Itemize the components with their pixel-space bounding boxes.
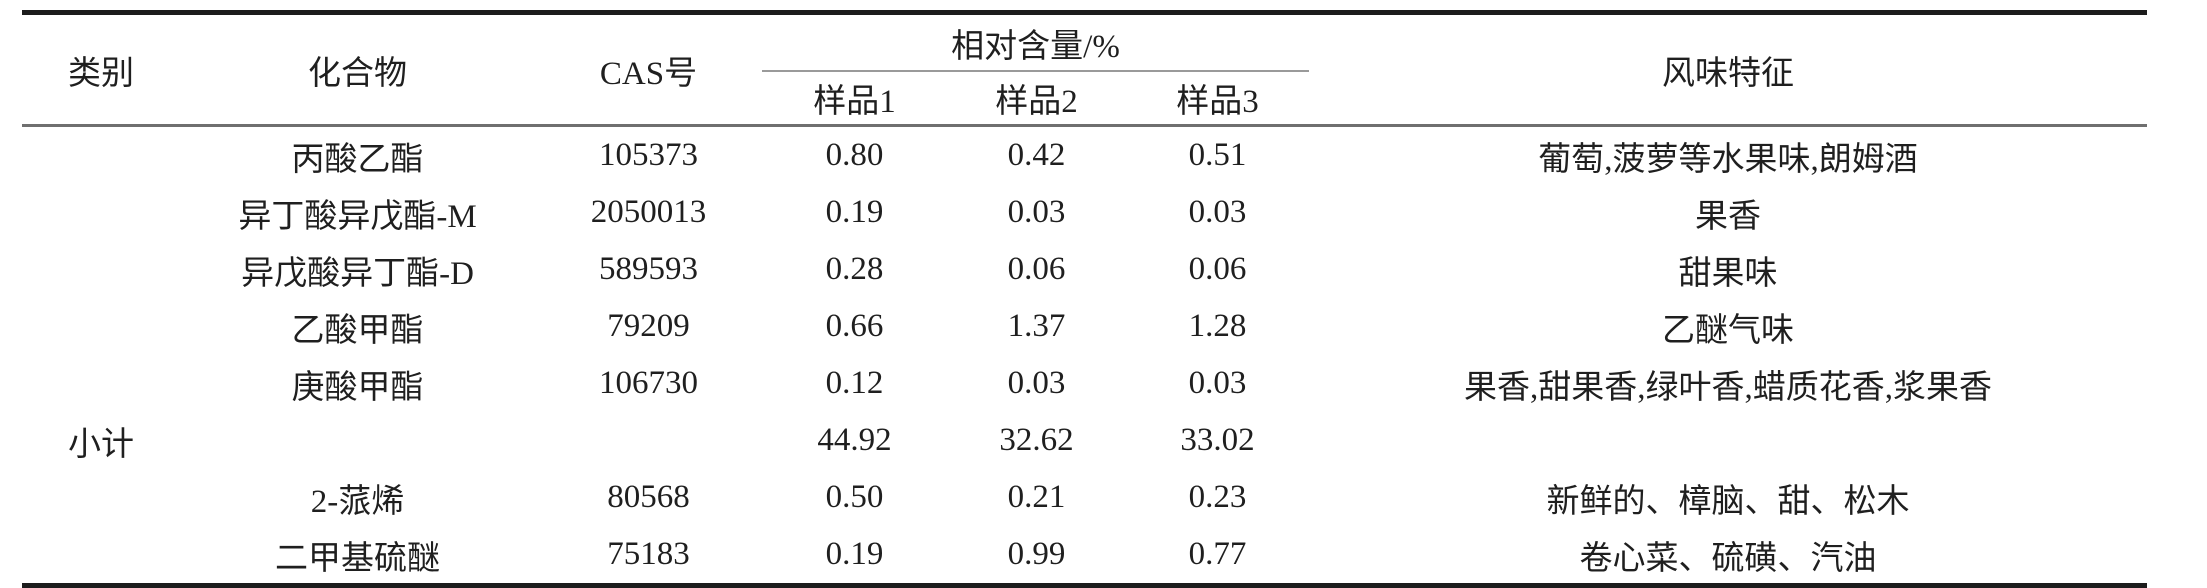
cell-sample-2: 32.62 — [999, 422, 1074, 458]
table-row: 异戊酸异丁酯-D 589593 0.28 0.06 0.06 甜果味 — [22, 241, 2147, 298]
cell-category — [22, 298, 180, 355]
cell-cas: 2050013 — [590, 194, 707, 230]
cell-sample-3: 0.03 — [1188, 365, 1247, 401]
cell-compound: 二甲基硫醚 — [275, 540, 440, 577]
header-category: 类别 — [22, 12, 180, 127]
cell-sample-2: 1.37 — [1007, 308, 1066, 344]
cell-compound: 乙酸甲酯 — [291, 312, 424, 349]
cell-cas: 75183 — [607, 536, 690, 572]
cell-sample-2: 0.99 — [1007, 536, 1066, 572]
cell-sample-1: 0.50 — [825, 479, 884, 515]
cell-flavor — [1309, 412, 2147, 469]
cell-sample-3: 0.03 — [1188, 194, 1247, 230]
compound-table: 类别 化合物 CAS号 相对含量/% 风味特征 样品1 样品2 样品3 丙酸乙酯… — [22, 10, 2148, 588]
header-sample-1: 样品1 — [762, 71, 947, 127]
cell-category — [22, 126, 180, 185]
cell-sample-2: 0.03 — [1007, 194, 1066, 230]
cell-compound: 异丁酸异戊酯-M — [238, 198, 477, 235]
cell-sample-3: 33.02 — [1180, 422, 1255, 458]
cell-sample-2: 0.42 — [1007, 137, 1066, 173]
cell-cas: 79209 — [607, 308, 690, 344]
cell-category — [22, 184, 180, 241]
cell-sample-3: 0.06 — [1188, 251, 1247, 287]
cell-compound: 庚酸甲酯 — [291, 369, 424, 406]
cell-flavor: 果香,甜果香,绿叶香,蜡质花香,浆果香 — [1464, 369, 1993, 406]
table-row: 乙酸甲酯 79209 0.66 1.37 1.28 乙醚气味 — [22, 298, 2147, 355]
header-compound: 化合物 — [180, 12, 535, 127]
cell-compound: 2-蒎烯 — [310, 483, 405, 520]
cell-cas: 105373 — [599, 137, 698, 173]
cell-sample-1: 0.12 — [825, 365, 884, 401]
cell-compound: 异戊酸异丁酯-D — [241, 255, 474, 292]
header-relative-content-group: 相对含量/% — [762, 12, 1310, 72]
header-row-group: 类别 化合物 CAS号 相对含量/% 风味特征 — [22, 12, 2148, 127]
cell-sample-2: 0.21 — [1007, 479, 1066, 515]
header-sample-3: 样品3 — [1126, 71, 1310, 127]
cell-category — [22, 526, 180, 586]
cell-category — [22, 469, 180, 526]
cell-sample-1: 0.28 — [825, 251, 884, 287]
cell-cas — [535, 412, 762, 469]
cell-category: 小计 — [68, 426, 134, 463]
header-row-samples: 样品1 样品2 样品3 — [22, 71, 2147, 127]
cell-sample-1: 44.92 — [817, 422, 892, 458]
cell-flavor: 乙醚气味 — [1662, 312, 1795, 349]
header-flavor: 风味特征 — [1309, 12, 2148, 127]
header-sample-2: 样品2 — [947, 71, 1126, 127]
cell-sample-2: 0.06 — [1007, 251, 1066, 287]
cell-sample-1: 0.19 — [825, 194, 884, 230]
cell-cas: 589593 — [599, 251, 698, 287]
cell-cas: 106730 — [599, 365, 698, 401]
cell-sample-2: 0.03 — [1007, 365, 1066, 401]
cell-sample-1: 0.19 — [825, 536, 884, 572]
cell-sample-1: 0.66 — [825, 308, 884, 344]
cell-sample-1: 0.80 — [825, 137, 884, 173]
cell-sample-3: 1.28 — [1188, 308, 1247, 344]
cell-compound — [180, 412, 535, 469]
table-row-subtotal: 小计 44.92 32.62 33.02 — [22, 412, 2147, 469]
table-row: 庚酸甲酯 106730 0.12 0.03 0.03 果香,甜果香,绿叶香,蜡质… — [22, 355, 2147, 412]
cell-sample-3: 0.77 — [1188, 536, 1247, 572]
cell-sample-3: 0.23 — [1188, 479, 1247, 515]
cell-compound: 丙酸乙酯 — [291, 141, 424, 178]
header-cas: CAS号 — [535, 12, 762, 127]
table-row: 异丁酸异戊酯-M 2050013 0.19 0.03 0.03 果香 — [22, 184, 2147, 241]
table-row: 丙酸乙酯 105373 0.80 0.42 0.51 葡萄,菠萝等水果味,朗姆酒 — [22, 126, 2147, 185]
compound-table-container: 类别 化合物 CAS号 相对含量/% 风味特征 样品1 样品2 样品3 丙酸乙酯… — [22, 10, 2148, 588]
cell-flavor: 葡萄,菠萝等水果味,朗姆酒 — [1538, 141, 1918, 178]
cell-flavor: 卷心菜、硫磺、汽油 — [1579, 540, 1877, 577]
cell-flavor: 新鲜的、樟脑、甜、松木 — [1546, 483, 1910, 520]
cell-sample-3: 0.51 — [1188, 137, 1247, 173]
cell-category — [22, 355, 180, 412]
cell-flavor: 果香 — [1695, 198, 1762, 235]
cell-category — [22, 241, 180, 298]
cell-flavor: 甜果味 — [1678, 255, 1778, 292]
table-row: 二甲基硫醚 75183 0.19 0.99 0.77 卷心菜、硫磺、汽油 — [22, 526, 2147, 586]
table-row: 2-蒎烯 80568 0.50 0.21 0.23 新鲜的、樟脑、甜、松木 — [22, 469, 2147, 526]
cell-cas: 80568 — [607, 479, 690, 515]
